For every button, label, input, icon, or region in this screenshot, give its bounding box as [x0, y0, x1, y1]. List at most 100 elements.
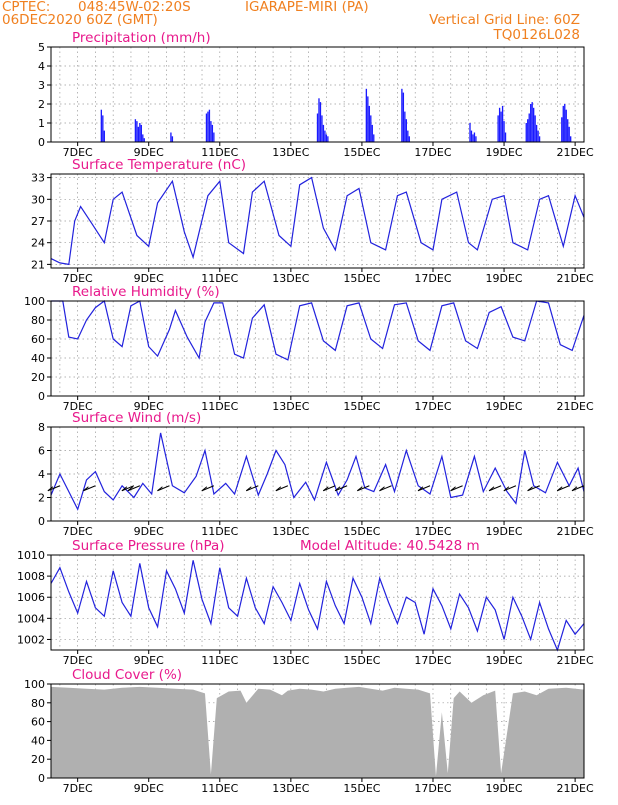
y-tick-label: 1008: [17, 570, 45, 583]
y-tick-label: 80: [31, 697, 45, 710]
precip-bar: [564, 104, 566, 142]
panel-title: Cloud Cover (%): [72, 667, 182, 683]
precip-bar: [143, 138, 145, 142]
x-tick-label: 7DEC: [63, 272, 93, 285]
precip-bar: [321, 115, 323, 142]
wind-arrow: [121, 485, 135, 492]
wind-arrow: [571, 485, 585, 492]
precip-bar: [527, 119, 529, 142]
x-tick-label: 7DEC: [63, 146, 93, 159]
wind-arrow-head: [571, 486, 578, 492]
series-line: [50, 176, 585, 266]
x-tick-label: 17DEC: [414, 654, 451, 667]
y-tick-label: 21: [31, 258, 45, 271]
x-tick-label: 7DEC: [63, 525, 93, 538]
x-tick-label: 11DEC: [201, 400, 238, 413]
wind-arrow-head: [275, 486, 282, 492]
x-tick-label: 19DEC: [485, 654, 522, 667]
x-tick-label: 13DEC: [272, 146, 309, 159]
header-run: 06DEC2020 60Z (GMT): [2, 12, 158, 28]
x-tick-label: 21DEC: [557, 782, 594, 795]
precip-bar: [368, 105, 370, 142]
x-tick-label: 9DEC: [134, 146, 164, 159]
x-tick-label: 13DEC: [272, 525, 309, 538]
x-tick-label: 7DEC: [63, 400, 93, 413]
wind-arrow-head: [83, 486, 89, 492]
panel-2: Relative Humidity (%) 0 20 40 60 80 100 7DEC 9DE…: [24, 284, 594, 413]
precip-bar: [470, 130, 473, 142]
y-tick-label: 2: [38, 492, 45, 505]
x-tick-label: 17DEC: [414, 146, 451, 159]
x-tick-label: 11DEC: [201, 782, 238, 795]
y-tick-label: 3: [38, 79, 45, 92]
precip-bar: [562, 105, 564, 142]
y-tick-label: 1: [38, 117, 45, 130]
x-tick-label: 21DEC: [557, 146, 594, 159]
x-tick-label: 13DEC: [272, 272, 309, 285]
wind-arrow: [275, 485, 289, 492]
wind-arrow-head: [157, 486, 163, 492]
wind-arrow: [357, 485, 370, 492]
y-tick-label: 80: [31, 314, 45, 327]
y-tick-label: 1006: [17, 591, 45, 604]
precip-bar: [498, 107, 501, 142]
wind-arrow-head: [322, 486, 329, 492]
precip-bar: [373, 134, 375, 142]
wind-arrow-head: [450, 486, 456, 492]
precip-bar: [472, 134, 474, 142]
wind-arrow-head: [556, 486, 563, 492]
wind-arrow-head: [47, 486, 54, 492]
wind-arrow-head: [245, 486, 252, 492]
panel-frame: [50, 46, 585, 143]
precip-bar: [371, 124, 373, 142]
precip-bar: [319, 102, 322, 142]
panel-frame: [50, 173, 585, 269]
precip-bar: [561, 117, 563, 142]
y-tick-label: 2: [38, 98, 45, 111]
x-tick-label: 13DEC: [272, 654, 309, 667]
precip-bar: [370, 115, 372, 142]
x-tick-label: 15DEC: [343, 272, 380, 285]
precip-bar: [503, 121, 505, 142]
y-tick-label: 100: [24, 678, 45, 691]
wind-arrow-head: [488, 486, 495, 492]
x-tick-label: 21DEC: [557, 525, 594, 538]
precip-bar: [500, 111, 502, 142]
x-tick-label: 15DEC: [343, 525, 380, 538]
x-tick-label: 15DEC: [343, 146, 380, 159]
precip-bar: [408, 136, 410, 142]
precip-bar: [142, 134, 144, 142]
panel-title: Surface Wind (m/s): [72, 410, 201, 426]
panel-frame: [50, 426, 585, 522]
y-tick-label: 33: [31, 172, 45, 185]
precip-bar: [137, 126, 140, 142]
wind-arrow: [557, 485, 570, 492]
precip-bar: [537, 130, 539, 142]
header-grid-note: Vertical Grid Line: 60Z: [429, 12, 580, 28]
y-tick-label: 60: [31, 716, 45, 729]
precip-bar: [402, 92, 405, 142]
wind-arrow-head: [127, 486, 134, 492]
panel-3: Surface Wind (m/s) 0 2 4 6 8 7DEC 9DEC 11DEC 13DE…: [38, 410, 594, 538]
y-tick-label: 20: [31, 753, 45, 766]
precip-bar: [205, 113, 208, 142]
precip-bar: [531, 102, 533, 142]
panel-5: Cloud Cover (%) 0 20 40 60 80 100 7DEC 9DEC 11DEC…: [24, 667, 594, 795]
y-tick-label: 40: [31, 352, 45, 365]
header-source: CPTEC:: [2, 0, 50, 15]
precip-bar: [530, 104, 532, 142]
y-tick-label: 100: [24, 295, 45, 308]
precip-bar: [322, 124, 325, 142]
precip-bar: [567, 119, 569, 142]
wind-arrow-head: [334, 486, 341, 492]
precip-bar: [473, 132, 476, 142]
precip-bar: [170, 132, 172, 142]
cloud-cover-area: [51, 686, 584, 778]
precip-bar: [207, 111, 209, 142]
precip-bar: [102, 115, 104, 142]
precip-bar: [504, 132, 507, 142]
panel-0: Precipitation (mm/h) 0 1 2 3 4 5 7DEC 9DEC 11DEC 1…: [38, 30, 594, 159]
wind-arrow-head: [357, 486, 363, 492]
x-tick-label: 21DEC: [557, 400, 594, 413]
